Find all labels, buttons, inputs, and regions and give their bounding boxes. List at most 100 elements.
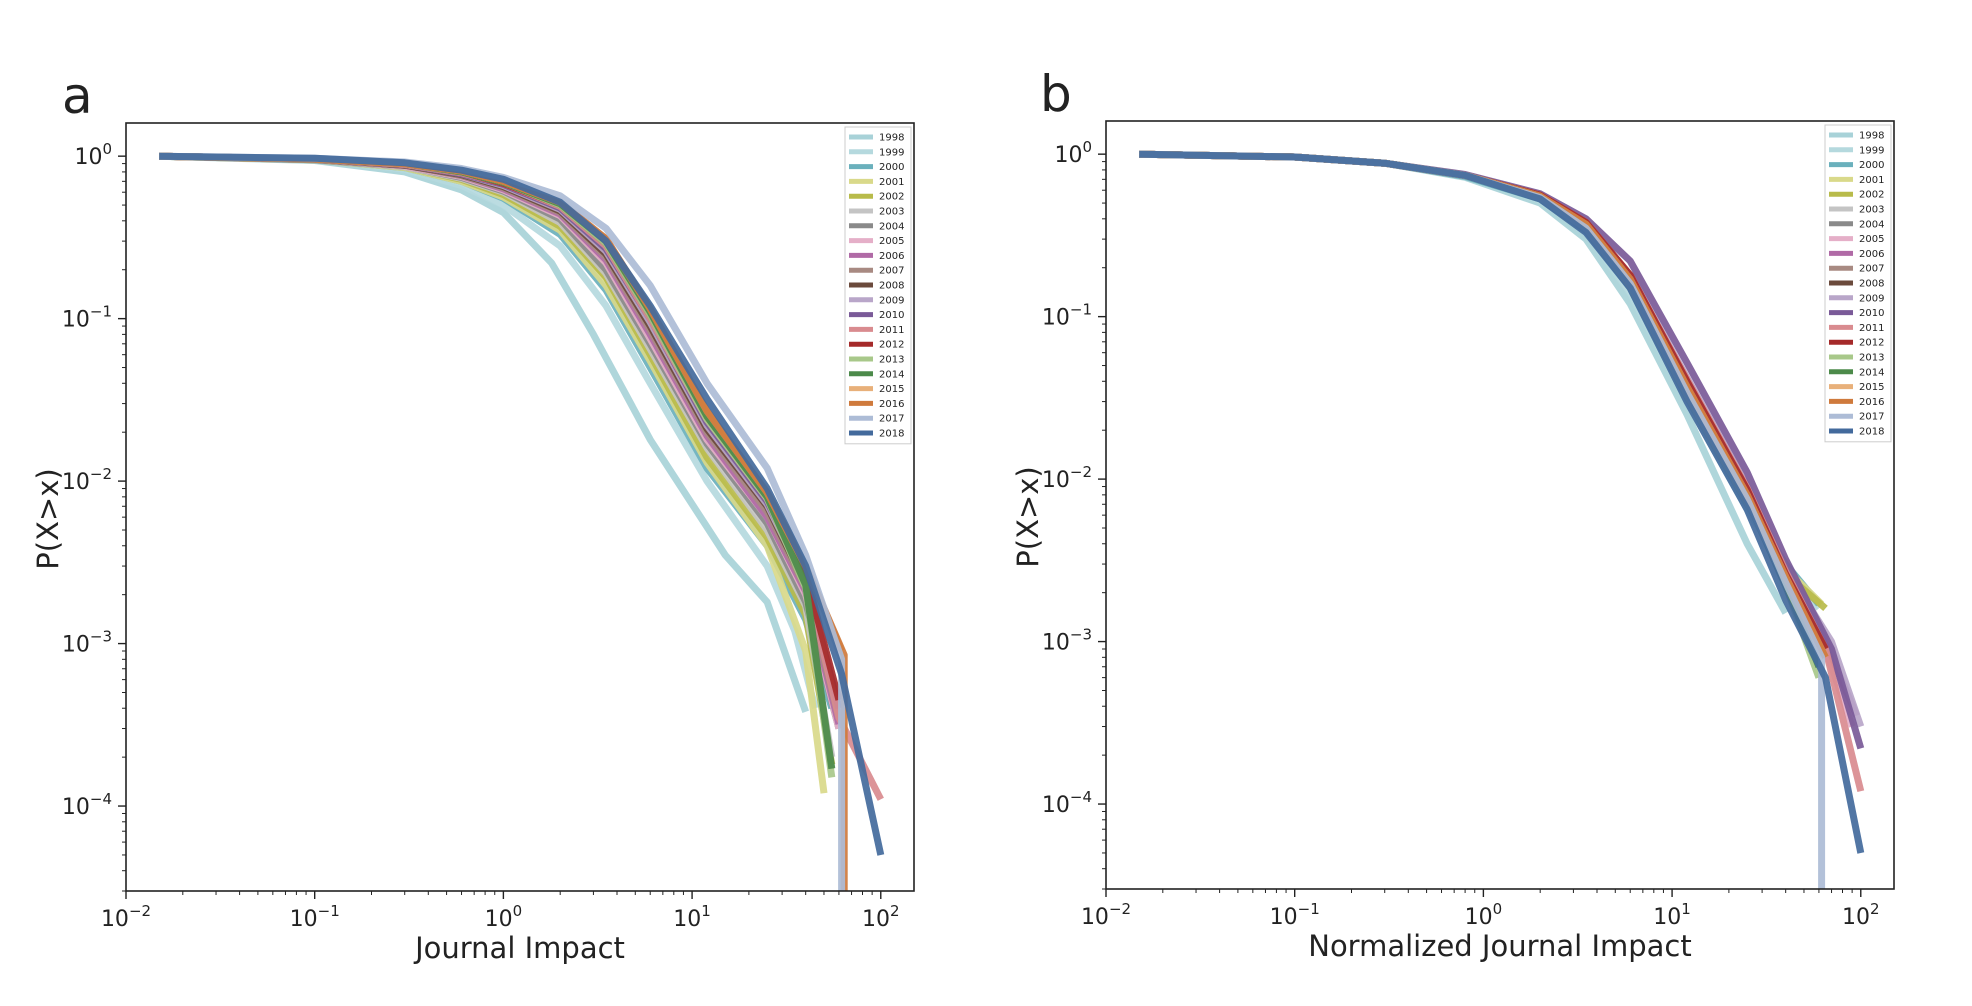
legend-label: 2002 (1859, 190, 1884, 201)
y-tick-label: 100 (74, 140, 112, 170)
plot-frame (125, 122, 915, 892)
legend-label: 2018 (879, 429, 904, 440)
panel-label: a (62, 67, 93, 125)
series-line-2009 (1139, 150, 1865, 728)
legend-label: 2012 (1859, 338, 1884, 349)
legend-label: 2008 (879, 281, 904, 292)
legend-label: 2009 (879, 295, 904, 306)
chart-panel-a: a 10−2 10−1 100 101 102 100 10−1 10−2 10−3 10−4 Jou… (31, 67, 915, 965)
series-line-1999 (1139, 150, 1822, 611)
y-tick-label: 10−3 (1042, 626, 1092, 656)
legend-label: 2005 (1859, 234, 1884, 245)
series-line-2002 (1139, 150, 1828, 612)
legend-label: 2006 (879, 251, 904, 262)
x-tick-label: 102 (862, 902, 900, 932)
legend-label: 1998 (879, 133, 904, 144)
legend-label: 2013 (1859, 353, 1884, 364)
series-group (1139, 150, 1865, 889)
panel-label: b (1040, 65, 1072, 123)
series-group (159, 152, 885, 891)
series-line-2009 (159, 152, 843, 710)
x-tick-label: 10−2 (1081, 900, 1131, 930)
legend: 1998 1999 2000 2001 2002 2003 2004 2005 2006 2007… (844, 126, 912, 445)
legend-label: 2018 (1859, 427, 1884, 438)
legend-label: 2001 (879, 177, 904, 188)
y-tick-label: 10−4 (1042, 788, 1092, 818)
series-line-2005 (1139, 150, 1856, 728)
legend-label: 2011 (1859, 323, 1884, 334)
legend-label: 2001 (1859, 175, 1884, 186)
legend-label: 2003 (1859, 205, 1884, 216)
x-tick-label: 101 (673, 902, 711, 932)
legend-label: 2015 (1859, 382, 1884, 393)
legend-label: 2007 (879, 266, 904, 277)
legend-label: 2000 (1859, 160, 1884, 171)
x-axis-title: Journal Impact (413, 931, 625, 965)
x-tick-label: 10−1 (290, 902, 340, 932)
series-line-2008 (159, 152, 843, 710)
x-tick-label: 101 (1653, 900, 1691, 930)
legend-label: 2013 (879, 355, 904, 366)
legend-label: 2009 (1859, 293, 1884, 304)
legend-label: 2007 (1859, 264, 1884, 275)
series-line-2016 (1139, 150, 1829, 659)
series-line-2000 (1139, 150, 1822, 607)
series-line-2011 (1139, 150, 1865, 793)
y-axis-title: P(X>x) (1011, 466, 1045, 567)
legend-label: 2003 (879, 207, 904, 218)
series-line-2018 (159, 152, 885, 856)
legend-label: 2006 (1859, 249, 1884, 260)
y-axis-title: P(X>x) (31, 468, 65, 569)
series-line-2003 (1139, 150, 1823, 659)
legend: 1998 1999 2000 2001 2002 2003 2004 2005 2006 2007… (1824, 124, 1892, 443)
x-tick-label: 10−2 (101, 902, 151, 932)
y-tick-label: 10−3 (62, 628, 112, 658)
legend-label: 2004 (879, 221, 904, 232)
series-line-2007 (1139, 150, 1829, 651)
legend-label: 1999 (1859, 145, 1884, 156)
y-tick-label: 10−2 (1042, 463, 1092, 493)
series-line-2017 (1139, 150, 1826, 889)
legend-label: 2016 (1859, 397, 1884, 408)
y-tick-label: 100 (1054, 138, 1092, 168)
series-line-2018 (1139, 150, 1865, 854)
legend-label: 2015 (879, 384, 904, 395)
series-line-2007 (159, 152, 843, 719)
series-line-2015 (159, 152, 845, 653)
legend-label: 2000 (879, 162, 904, 173)
legend-label: 2012 (879, 340, 904, 351)
series-line-2008 (1139, 150, 1829, 651)
series-line-2016 (159, 152, 848, 891)
y-tick-label: 10−2 (62, 465, 112, 495)
y-tick-label: 10−4 (62, 790, 112, 820)
x-tick-label: 100 (485, 902, 523, 932)
series-line-2010 (159, 152, 843, 710)
series-line-2015 (1139, 150, 1829, 659)
chart-panel-b: b 10−2 10−1 100 101 102 100 10−1 10−2 10−3 10−4 Nor… (1011, 65, 1895, 963)
legend-label: 2017 (879, 414, 904, 425)
legend-label: 2010 (1859, 308, 1884, 319)
legend-label: 2014 (879, 369, 904, 380)
legend-label: 2010 (879, 310, 904, 321)
legend-label: 1999 (879, 147, 904, 158)
legend-label: 2017 (1859, 412, 1884, 423)
x-axis-title: Normalized Journal Impact (1308, 929, 1692, 963)
legend-label: 2002 (879, 192, 904, 203)
series-line-2001 (1139, 150, 1825, 607)
y-tick-label: 10−1 (1042, 301, 1092, 331)
legend-label: 2011 (879, 325, 904, 336)
series-line-2012 (1139, 150, 1829, 651)
x-tick-label: 10−1 (1270, 900, 1320, 930)
series-line-2006 (1139, 150, 1860, 718)
series-line-2010 (1139, 150, 1865, 750)
legend-label: 2016 (879, 399, 904, 410)
x-tick-label: 102 (1842, 900, 1880, 930)
legend-label: 1998 (1859, 131, 1884, 142)
legend-label: 2005 (879, 236, 904, 247)
legend-label: 2014 (1859, 367, 1884, 378)
y-tick-label: 10−1 (62, 303, 112, 333)
plot-frame (1105, 120, 1895, 890)
legend-label: 2004 (1859, 219, 1884, 230)
x-tick-label: 100 (1465, 900, 1503, 930)
